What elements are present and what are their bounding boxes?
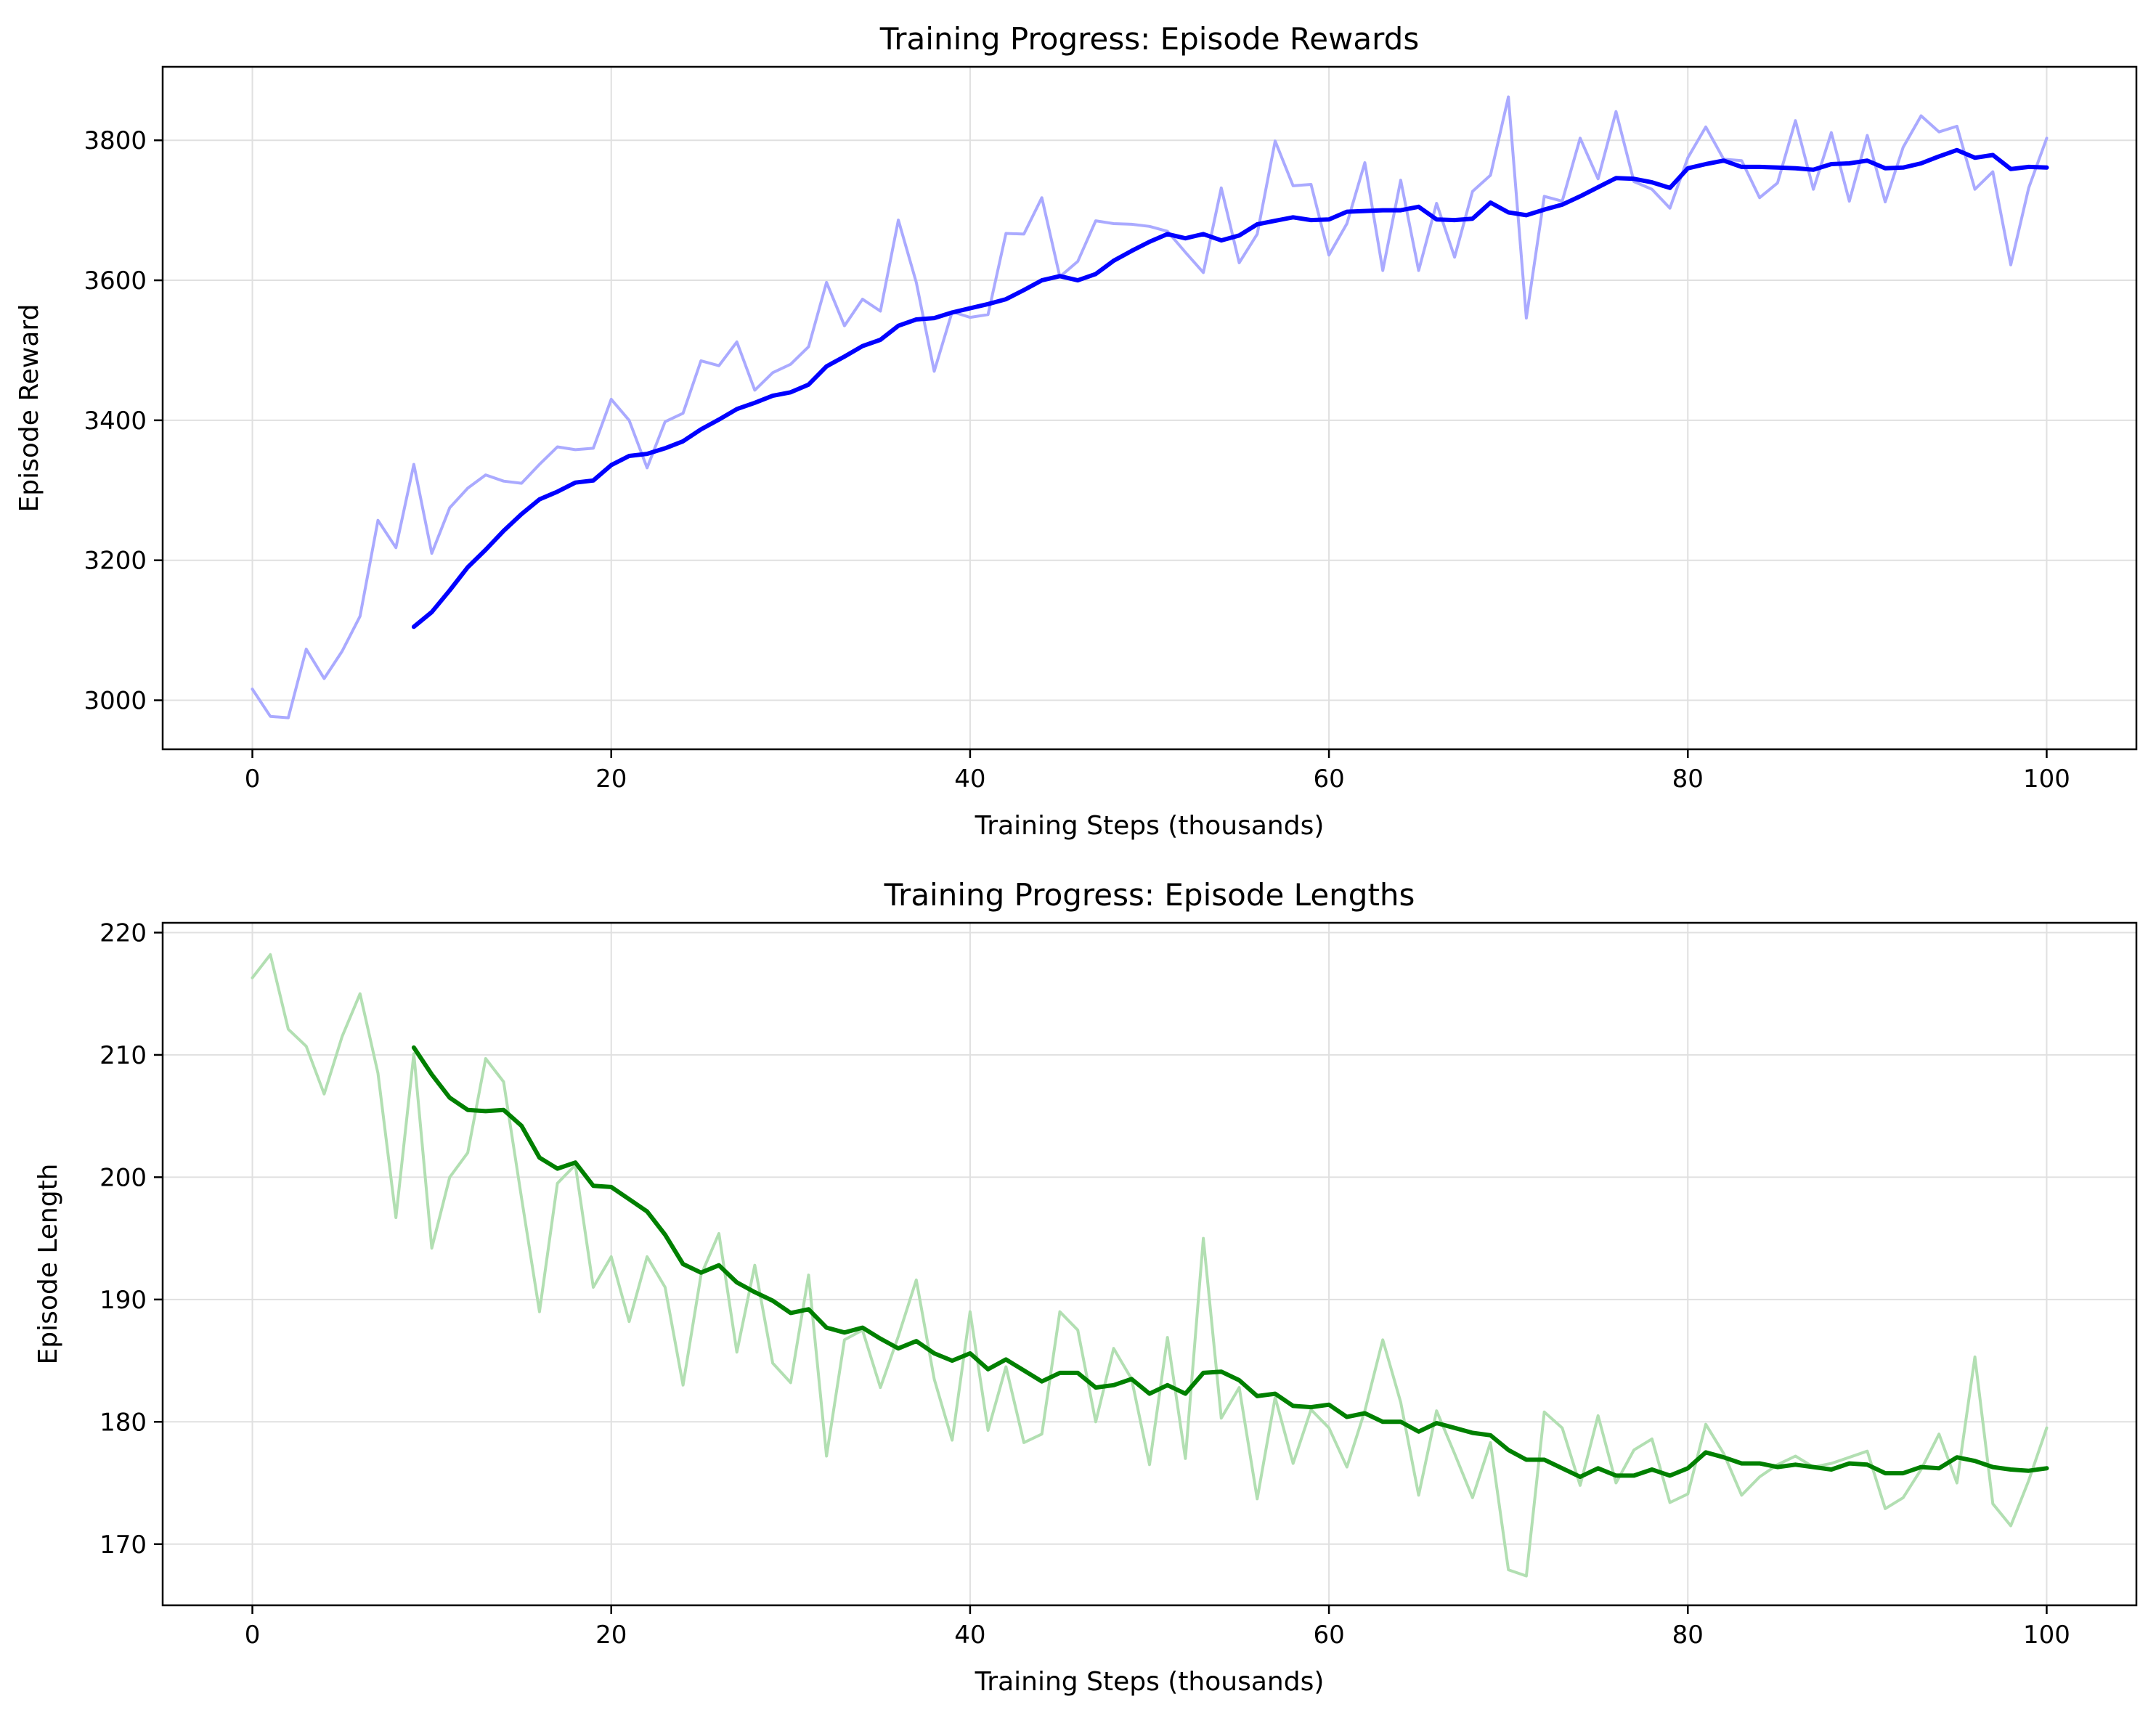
lengths-ytick-label-1: 180 xyxy=(99,1408,147,1437)
lengths-panel: 0 20 40 60 80 100 170 180 190 200 210 220 Training P… xyxy=(33,877,2138,1697)
lengths-xtick-label-5: 100 xyxy=(2023,1621,2070,1650)
lengths-ytick-label-5: 220 xyxy=(99,918,147,947)
lengths-smoothed-line xyxy=(411,1045,2049,1480)
rewards-ytick-label-1: 3200 xyxy=(84,547,147,576)
rewards-panel: 0 20 40 60 80 100 3000 3200 3400 3600 3800 Training… xyxy=(15,21,2138,841)
lengths-raw-line xyxy=(251,953,2049,1578)
rewards-axes-frame xyxy=(161,65,2138,751)
rewards-xtick-label-1: 20 xyxy=(595,765,627,794)
rewards-xtick-label-4: 80 xyxy=(1672,765,1704,794)
rewards-raw-line xyxy=(251,95,2049,720)
lengths-ytick-label-3: 200 xyxy=(99,1163,147,1192)
lengths-xtick-label-1: 20 xyxy=(595,1621,627,1650)
lengths-ytick-label-0: 170 xyxy=(99,1531,147,1560)
rewards-xtick-label-0: 0 xyxy=(245,765,261,794)
lengths-xtick-label-4: 80 xyxy=(1672,1621,1704,1650)
rewards-x-axis-label: Training Steps (thousands) xyxy=(975,811,1325,841)
rewards-ytick-label-2: 3400 xyxy=(84,407,147,436)
lengths-xtick-label-3: 60 xyxy=(1313,1621,1344,1650)
lengths-axes-frame xyxy=(161,921,2138,1607)
rewards-xtick-label-5: 100 xyxy=(2023,765,2070,794)
lengths-xtick-label-0: 0 xyxy=(245,1621,261,1650)
lengths-ytick-label-2: 190 xyxy=(99,1286,147,1315)
rewards-xtick-label-3: 60 xyxy=(1313,765,1344,794)
lengths-xtick-label-2: 40 xyxy=(954,1621,985,1650)
lengths-ytick-label-4: 210 xyxy=(99,1041,147,1070)
rewards-ytick-label-3: 3600 xyxy=(84,266,147,296)
rewards-ytick-label-0: 3000 xyxy=(84,687,147,716)
lengths-chart-title: Training Progress: Episode Lengths xyxy=(884,877,1415,913)
rewards-xtick-label-2: 40 xyxy=(954,765,985,794)
rewards-y-axis-label: Episode Reward xyxy=(15,304,44,513)
rewards-smoothed-line xyxy=(411,147,2049,629)
lengths-x-axis-label: Training Steps (thousands) xyxy=(975,1667,1325,1697)
lengths-y-axis-label: Episode Length xyxy=(33,1164,63,1365)
rewards-ytick-label-4: 3800 xyxy=(84,126,147,155)
rewards-chart-title: Training Progress: Episode Rewards xyxy=(879,21,1419,57)
